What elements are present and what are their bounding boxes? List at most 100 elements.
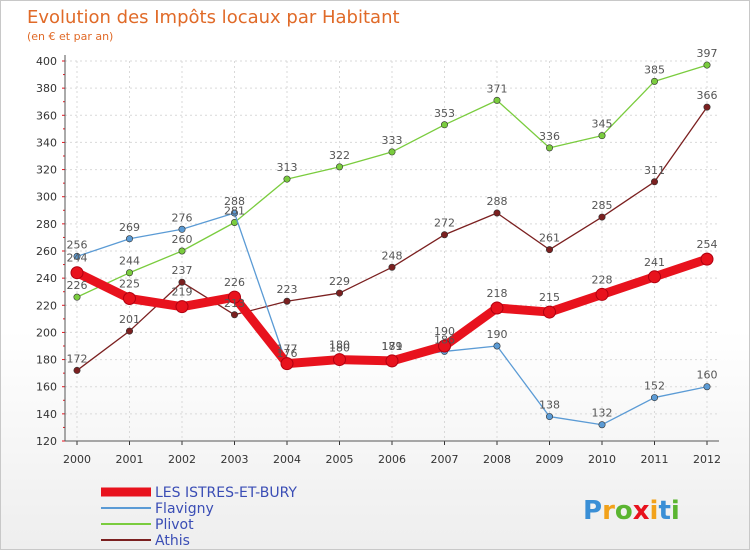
data-point-flavigny (703, 383, 711, 391)
data-point-athis (545, 246, 553, 254)
data-point-athis (493, 209, 501, 217)
data-label-athis: 272 (434, 217, 455, 230)
legend-label: Athis (155, 533, 190, 549)
data-label-flavigny: 176 (277, 347, 298, 360)
data-label-les-istres-et-bury: 218 (487, 287, 508, 300)
data-label-plivot: 385 (644, 63, 665, 76)
data-point-flavigny (73, 252, 81, 260)
y-tick-label: 240 (36, 272, 57, 285)
y-tick-label: 320 (36, 164, 57, 177)
data-point-athis (335, 289, 343, 297)
data-label-les-istres-et-bury: 241 (644, 256, 665, 269)
data-label-flavigny: 288 (224, 195, 245, 208)
x-tick-label: 2004 (273, 453, 301, 466)
data-label-athis: 285 (592, 199, 613, 212)
data-point-les-istres-et-bury (385, 354, 399, 368)
data-label-athis: 201 (119, 313, 140, 326)
data-point-athis (178, 278, 186, 286)
x-tick-label: 2012 (693, 453, 721, 466)
data-label-athis: 213 (224, 297, 245, 310)
data-label-flavigny: 256 (67, 238, 88, 251)
data-label-plivot: 353 (434, 107, 455, 120)
data-point-les-istres-et-bury (70, 266, 84, 280)
data-point-flavigny (126, 235, 134, 243)
data-point-flavigny (650, 394, 658, 402)
data-point-flavigny (178, 225, 186, 233)
data-label-plivot: 313 (277, 161, 298, 174)
data-point-les-istres-et-bury (280, 357, 294, 371)
data-point-plivot (493, 96, 501, 104)
data-point-les-istres-et-bury (595, 287, 609, 301)
data-point-plivot (545, 144, 553, 152)
logo-letter: i (650, 496, 659, 526)
x-tick-label: 2007 (431, 453, 459, 466)
y-tick-label: 200 (36, 326, 57, 339)
data-point-athis (650, 178, 658, 186)
data-label-les-istres-et-bury: 226 (224, 276, 245, 289)
x-tick-label: 2003 (221, 453, 249, 466)
axes: 120 140 160 180 200 220 240 260 280 300 320 340 360 3… (36, 55, 721, 466)
data-point-plivot (598, 132, 606, 140)
y-tick-label: 380 (36, 82, 57, 95)
chart-subtitle: (en € et par an) (27, 30, 113, 43)
x-tick-label: 2006 (378, 453, 406, 466)
y-tick-label: 220 (36, 299, 57, 312)
data-label-flavigny: 160 (697, 369, 718, 382)
data-point-plivot (650, 77, 658, 85)
data-point-athis (73, 366, 81, 374)
data-point-plivot (126, 269, 134, 277)
data-label-flavigny: 138 (539, 399, 560, 412)
data-label-flavigny: 132 (592, 407, 613, 420)
data-label-flavigny: 190 (487, 328, 508, 341)
data-point-flavigny (598, 421, 606, 429)
data-point-les-istres-et-bury (490, 301, 504, 315)
chart-title: Evolution des Impôts locaux par Habitant (27, 7, 400, 28)
data-label-athis: 223 (277, 283, 298, 296)
data-point-les-istres-et-bury (438, 339, 451, 353)
x-tick-label: 2008 (483, 453, 511, 466)
data-point-athis (231, 311, 239, 319)
data-point-plivot (703, 61, 711, 69)
data-point-les-istres-et-bury (123, 292, 136, 305)
data-label-flavigny: 269 (119, 221, 140, 234)
logo-letter: t (658, 496, 670, 526)
y-tick-label: 120 (36, 435, 57, 448)
data-label-athis: 229 (329, 275, 350, 288)
data-label-les-istres-et-bury: 179 (382, 340, 403, 353)
data-point-athis (598, 213, 606, 221)
data-label-les-istres-et-bury: 254 (697, 238, 718, 251)
y-tick-label: 180 (36, 354, 57, 367)
data-point-les-istres-et-bury (648, 270, 661, 284)
logo-letter: P (583, 496, 602, 526)
grid (65, 60, 719, 442)
legend-label: Flavigny (155, 501, 214, 517)
data-label-les-istres-et-bury: 244 (67, 252, 88, 265)
data-label-les-istres-et-bury: 190 (434, 325, 455, 338)
data-point-athis (388, 263, 396, 271)
data-point-plivot (283, 175, 291, 183)
data-label-athis: 311 (644, 164, 665, 177)
data-label-athis: 366 (697, 89, 718, 102)
logo-letter: o (615, 496, 633, 526)
proxiti-logo: Proxiti (583, 496, 680, 526)
data-label-plivot: 345 (592, 118, 613, 131)
data-point-les-istres-et-bury (543, 305, 556, 319)
data-point-athis (283, 297, 291, 305)
y-tick-label: 400 (36, 55, 57, 68)
data-point-les-istres-et-bury (700, 252, 714, 266)
data-point-plivot (440, 121, 448, 129)
y-tick-label: 280 (36, 218, 57, 231)
y-tick-label: 140 (36, 408, 57, 421)
x-tick-label: 2011 (641, 453, 669, 466)
data-label-plivot: 281 (224, 205, 245, 218)
data-point-plivot (388, 148, 396, 156)
y-tick-label: 160 (36, 381, 57, 394)
data-point-les-istres-et-bury (333, 353, 346, 367)
data-label-plivot: 333 (382, 134, 403, 147)
data-label-flavigny: 152 (644, 380, 665, 393)
data-point-flavigny (231, 209, 239, 217)
legend-label: Plivot (155, 517, 194, 533)
data-label-athis: 261 (539, 232, 560, 245)
data-label-flavigny: 276 (172, 211, 193, 224)
